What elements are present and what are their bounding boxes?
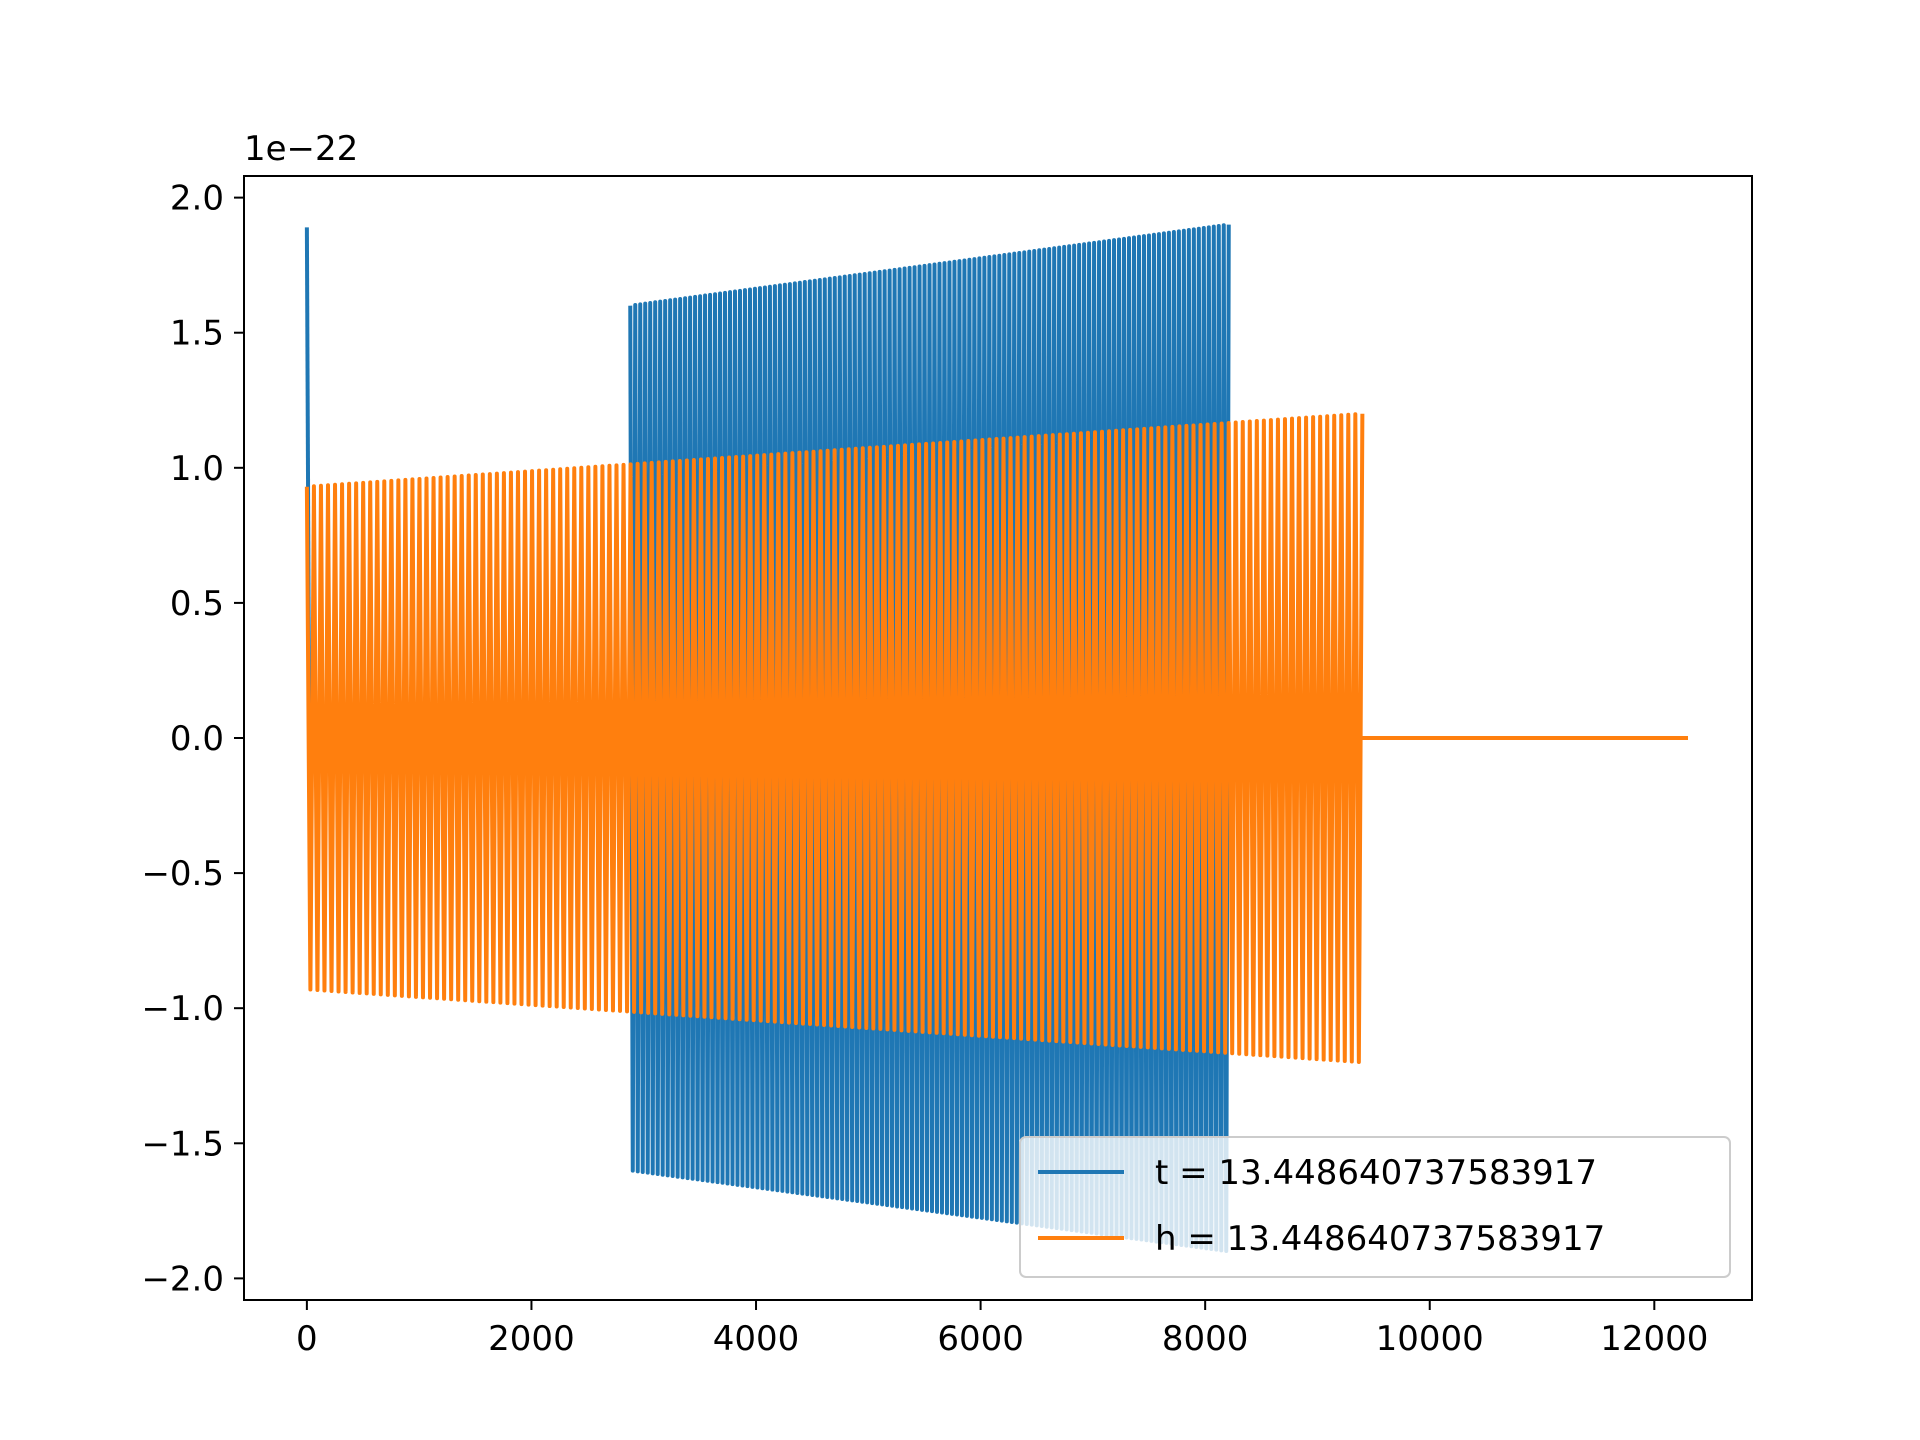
y-tick-label: 1.5 xyxy=(170,314,224,354)
y-axis: 2.0 1.5 1.0 0.5 0.0 −0.5 −1.0 −1.5 −2.0 xyxy=(141,179,244,1299)
y-tick-label: −1.0 xyxy=(141,989,224,1029)
series-h-line xyxy=(304,412,1365,1064)
y-tick-label: 0.5 xyxy=(170,584,224,624)
y-tick-label: −2.0 xyxy=(141,1259,224,1299)
x-tick-label: 4000 xyxy=(713,1319,800,1359)
legend-label-t: t = 13.448640737583917 xyxy=(1155,1153,1597,1193)
series-t-line xyxy=(628,223,1231,1254)
series-layer xyxy=(304,223,1688,1254)
x-tick-label: 6000 xyxy=(937,1319,1024,1359)
x-tick-label: 0 xyxy=(296,1319,318,1359)
y-tick-label: −1.5 xyxy=(141,1124,224,1164)
legend: t = 13.448640737583917 h = 13.4486407375… xyxy=(1019,1136,1731,1278)
y-tick-label: 2.0 xyxy=(170,179,224,219)
y-tick-label: −0.5 xyxy=(141,854,224,894)
legend-label-h: h = 13.448640737583917 xyxy=(1155,1219,1605,1259)
x-tick-label: 8000 xyxy=(1162,1319,1249,1359)
x-tick-label: 2000 xyxy=(488,1319,575,1359)
x-tick-label: 12000 xyxy=(1600,1319,1708,1359)
x-axis: 0 2000 4000 6000 8000 10000 12000 xyxy=(296,1300,1708,1359)
legend-box xyxy=(1019,1136,1731,1278)
x-tick-label: 10000 xyxy=(1376,1319,1484,1359)
y-tick-label: 0.0 xyxy=(170,719,224,759)
y-offset-label: 1e−22 xyxy=(244,129,358,169)
y-tick-label: 1.0 xyxy=(170,449,224,489)
